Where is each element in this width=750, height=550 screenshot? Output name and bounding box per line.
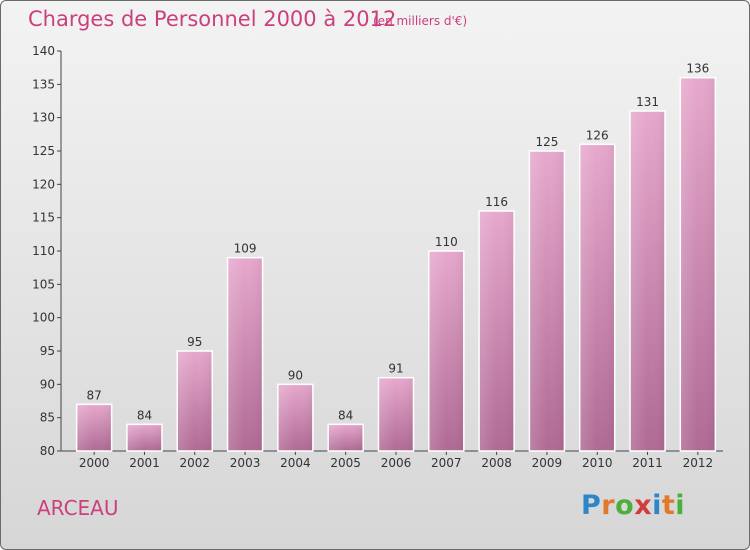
x-tick-label: 2007 xyxy=(431,456,462,470)
data-label: 90 xyxy=(288,368,303,382)
logo-letter: P xyxy=(581,490,602,521)
data-label: 84 xyxy=(137,408,152,422)
y-tick-label: 80 xyxy=(40,444,55,458)
y-tick-label: 90 xyxy=(40,377,55,391)
bar-shine xyxy=(631,112,665,451)
y-tick-label: 125 xyxy=(32,144,55,158)
logo-letter: t xyxy=(661,490,676,521)
place-name: ARCEAU xyxy=(37,496,119,520)
bar-shine xyxy=(278,385,312,451)
data-label: 131 xyxy=(636,95,659,109)
x-tick-label: 2005 xyxy=(330,456,361,470)
data-label: 84 xyxy=(338,408,353,422)
y-tick-label: 140 xyxy=(32,44,55,58)
y-tick-label: 120 xyxy=(32,177,55,191)
bar-shine xyxy=(127,425,161,451)
bar-shine xyxy=(77,405,111,451)
y-tick-label: 115 xyxy=(32,211,55,225)
y-tick-label: 110 xyxy=(32,244,55,258)
x-tick-label: 2002 xyxy=(179,456,210,470)
x-tick-label: 2009 xyxy=(532,456,563,470)
x-tick-label: 2003 xyxy=(230,456,261,470)
logo-letter: r xyxy=(601,490,616,521)
x-tick-label: 2010 xyxy=(582,456,613,470)
data-label: 125 xyxy=(535,135,558,149)
x-tick-label: 2012 xyxy=(683,456,714,470)
data-label: 136 xyxy=(686,62,709,76)
y-tick-label: 85 xyxy=(40,411,55,425)
logo-letter: i xyxy=(652,490,662,521)
bar-shine xyxy=(329,425,363,451)
bar-shine xyxy=(178,352,212,451)
y-tick-label: 135 xyxy=(32,77,55,91)
chart-subtitle: (en milliers d'€) xyxy=(373,14,468,28)
bar-shine xyxy=(580,145,614,452)
data-label: 110 xyxy=(435,235,458,249)
data-label: 109 xyxy=(234,242,257,256)
y-tick-label: 95 xyxy=(40,344,55,358)
bar-shine xyxy=(480,212,514,451)
x-tick-label: 2000 xyxy=(79,456,110,470)
bar-shine xyxy=(429,252,463,451)
y-tick-label: 105 xyxy=(32,277,55,291)
bar-shine xyxy=(228,258,262,451)
x-tick-label: 2008 xyxy=(481,456,512,470)
x-tick-label: 2001 xyxy=(129,456,160,470)
y-tick-label: 130 xyxy=(32,111,55,125)
x-tick-label: 2004 xyxy=(280,456,311,470)
x-tick-label: 2006 xyxy=(381,456,412,470)
logo-letter: o xyxy=(615,490,635,521)
data-label: 126 xyxy=(586,128,609,142)
y-tick-label: 100 xyxy=(32,311,55,325)
data-label: 95 xyxy=(187,335,202,349)
proxiti-logo: Proxiti xyxy=(581,490,685,521)
chart-title: Charges de Personnel 2000 à 2012 xyxy=(28,7,397,31)
data-label: 91 xyxy=(388,362,403,376)
logo-letter: x xyxy=(634,490,653,521)
x-tick-label: 2011 xyxy=(632,456,663,470)
bar-shine xyxy=(530,152,564,451)
bar-shine xyxy=(681,78,715,452)
bar-shine xyxy=(379,378,413,451)
data-label: 116 xyxy=(485,195,508,209)
logo-letter: i xyxy=(675,490,686,521)
data-label: 87 xyxy=(87,388,102,402)
